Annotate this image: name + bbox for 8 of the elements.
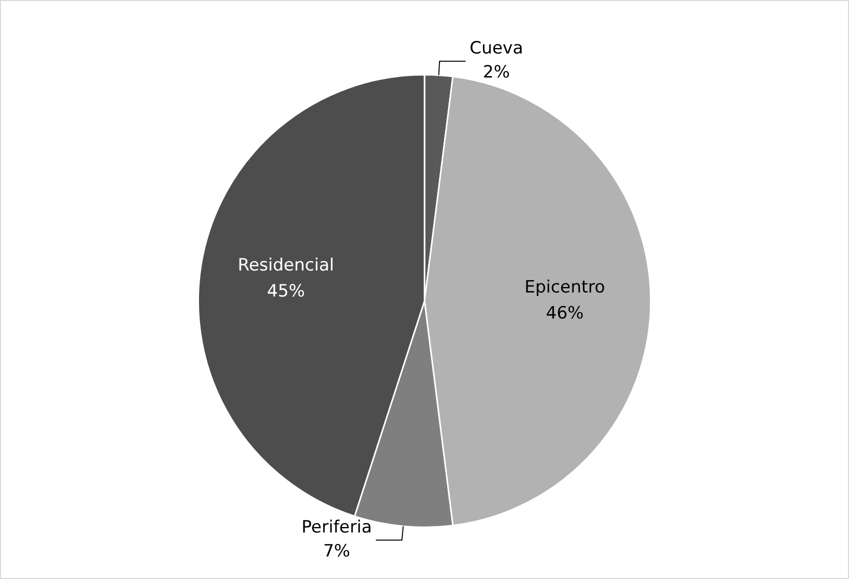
data-label: 2% bbox=[482, 62, 510, 83]
data-label: 7% bbox=[323, 542, 350, 562]
slice-label: Epicentro bbox=[524, 277, 606, 298]
slice-label: Cueva bbox=[470, 38, 524, 59]
data-label: 45% bbox=[267, 281, 305, 302]
data-label: 46% bbox=[546, 303, 584, 324]
slice-label: Residencial bbox=[238, 255, 334, 276]
slice-label: Periferia bbox=[302, 518, 372, 538]
